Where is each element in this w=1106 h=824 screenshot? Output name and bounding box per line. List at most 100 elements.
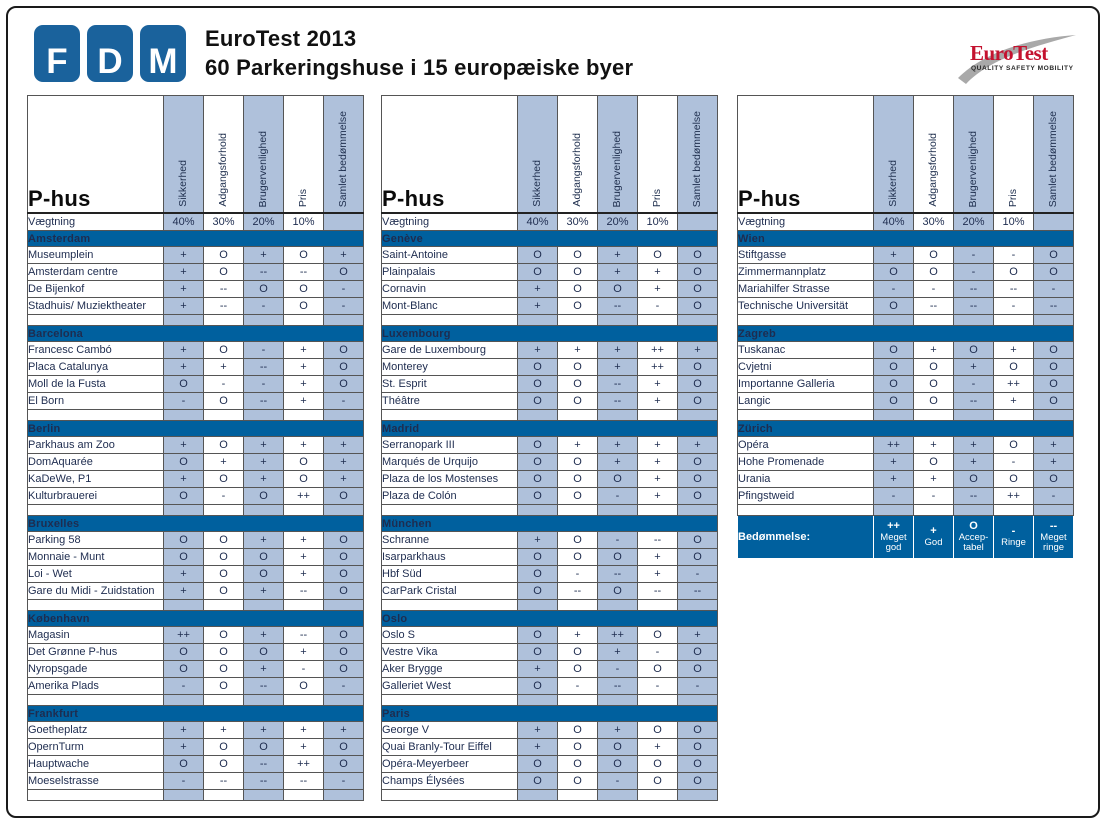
phus-name: Hauptwache [27,755,164,773]
spacer-cell [27,504,164,516]
rating-cell: O [203,643,244,661]
rating-cell: + [517,531,558,549]
section-spacer [737,504,1074,516]
spacer-cell [381,599,518,611]
phus-name: Serranopark III [381,436,518,454]
rating-cell: O [993,470,1034,488]
rating-cell: - [873,487,914,505]
rating-cell: O [557,297,598,315]
rating-cell: + [243,626,284,644]
rating-cell: O [1033,263,1074,281]
rating-cell: -- [953,297,994,315]
rating-cell: O [203,392,244,410]
rating-cell: + [873,470,914,488]
spacer-cell [323,789,364,801]
spacer-cell [993,314,1034,326]
rating-cell: O [677,738,718,756]
criteria-label: Sikkerhed [177,160,190,207]
rating-cell: + [243,531,284,549]
rating-cell: O [913,375,954,393]
phus-name: Plaza de Colón [381,487,518,505]
rating-cell: -- [283,626,324,644]
rating-cell: O [637,772,678,790]
rating-cell: O [677,487,718,505]
rating-cell: - [163,677,204,695]
rating-cell: - [597,531,638,549]
spacer-cell [243,599,284,611]
rating-cell: O [637,755,678,773]
criteria-header-cell: Brugervenlighed [243,95,284,214]
criteria-label: Samlet bedømmelse [337,110,350,207]
table-row: Monterey O O + ++ O [381,358,718,376]
rating-cell: - [323,297,364,315]
criteria-header-cell: Samlet bedømmelse [323,95,364,214]
criteria-label: Brugervenlighed [967,130,980,207]
spacer-cell [203,599,244,611]
rating-cell: -- [1033,297,1074,315]
spacer-cell [1033,504,1074,516]
rating-cell: + [637,738,678,756]
phus-name: Oslo S [381,626,518,644]
rating-cell: O [203,470,244,488]
rating-table-column-2: P-hus Sikkerhed Adgangsforhold Brugervenlig… [381,95,718,801]
table-row: Galleriet West O - -- - - [381,677,718,695]
rating-cell: ++ [283,755,324,773]
phus-name: Magasin [27,626,164,644]
spacer-cell [203,694,244,706]
rating-cell: + [163,582,204,600]
spacer-cell [953,504,994,516]
table-row: Mariahilfer Strasse - - -- -- - [737,280,1074,298]
phus-name: Opéra [737,436,874,454]
rating-cell: + [283,738,324,756]
legend-cell: ++ Meget god [873,515,914,559]
rating-cell: + [163,263,204,281]
weight-cell: 40% [873,212,914,231]
phus-name: Isarparkhaus [381,548,518,566]
phus-name: Quai Branly-Tour Eiffel [381,738,518,756]
weight-row: Vægtning 40% 30% 20% 10% [27,212,364,231]
rating-cell: O [163,643,204,661]
table-row: George V + O + O O [381,721,718,739]
rating-cell: - [163,392,204,410]
phus-name: Gare du Midi - Zuidstation [27,582,164,600]
criteria-header-cell: Sikkerhed [873,95,914,214]
phus-label: P-hus [382,186,445,211]
criteria-label: Brugervenlighed [257,130,270,207]
weight-cell: 20% [953,212,994,231]
rating-table: P-hus Sikkerhed Adgangsforhold Brugervenlig… [737,95,1074,559]
table-row: Vestre Vika O O + - O [381,643,718,661]
rating-cell: -- [597,392,638,410]
rating-cell: ++ [597,626,638,644]
phus-name: Monterey [381,358,518,376]
city-header-row: Zürich [737,420,1074,437]
rating-table: P-hus Sikkerhed Adgangsforhold Brugervenlig… [27,95,364,801]
legend-cell: + God [913,515,954,559]
rating-cell: + [163,341,204,359]
rating-cell: + [517,297,558,315]
legend-cell: -- Meget ringe [1033,515,1074,559]
spacer-cell [517,504,558,516]
spacer-cell [953,409,994,421]
section-spacer [381,409,718,421]
rating-cell: O [557,772,598,790]
phus-name: Schranne [381,531,518,549]
spacer-cell [637,504,678,516]
phus-name: Plaza de los Mostenses [381,470,518,488]
spacer-cell [873,409,914,421]
phus-name: Hohe Promenade [737,453,874,471]
rating-cell: + [913,436,954,454]
city-header: Amsterdam [27,230,364,247]
spacer-cell [27,599,164,611]
phus-name: Monnaie - Munt [27,548,164,566]
weight-cell: 10% [283,212,324,231]
table-row: Pfingstweid - - -- ++ - [737,487,1074,505]
rating-cell: O [323,738,364,756]
spacer-cell [517,314,558,326]
rating-cell: O [557,738,598,756]
rating-cell: -- [677,582,718,600]
rating-cell: O [557,358,598,376]
weight-row: Vægtning 40% 30% 20% 10% [737,212,1074,231]
legend-symbol: -- [1049,520,1058,533]
rating-cell: O [517,772,558,790]
rating-cell: + [637,487,678,505]
